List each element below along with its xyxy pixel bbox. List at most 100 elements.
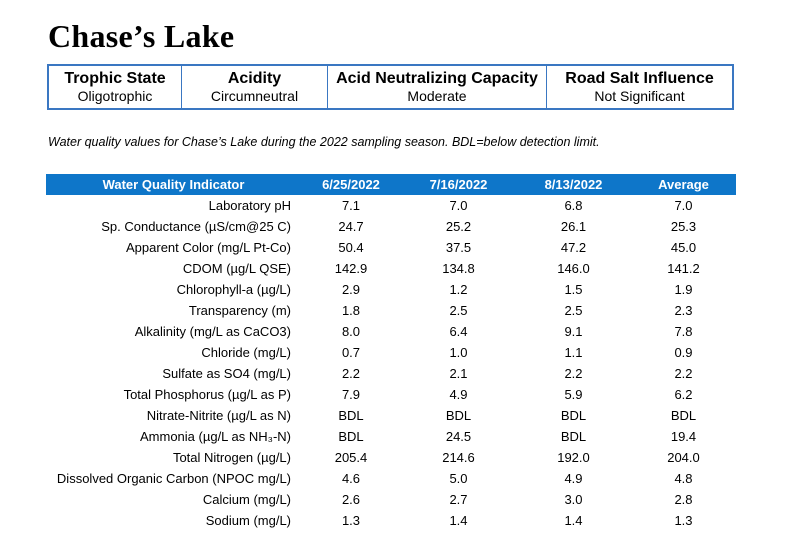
indicator-label: Sp. Conductance (µS/cm@25 C) xyxy=(101,219,291,234)
table-cell: 7.1 xyxy=(341,198,361,213)
table-cell: 134.8 xyxy=(442,261,475,276)
table-row: CDOM (µg/L QSE) 142.9 134.8 146.0 141.2 xyxy=(46,258,736,279)
table-cell: 2.9 xyxy=(341,282,361,297)
indicator-label: Transparency (m) xyxy=(188,303,291,318)
summary-acid-neutralizing-capacity: Acid Neutralizing Capacity Moderate xyxy=(328,66,547,108)
table-cell: 7.0 xyxy=(449,198,468,213)
table-cell: 50.4 xyxy=(338,240,364,255)
summary-acidity: Acidity Circumneutral xyxy=(182,66,328,108)
table-row: Total Phosphorus (µg/L as P) 7.9 4.9 5.9 6.2 xyxy=(46,384,736,405)
table-cell: 1.4 xyxy=(449,513,468,528)
indicator-label: Calcium (mg/L) xyxy=(202,492,291,507)
table-cell: 4.9 xyxy=(449,387,468,402)
table-cell: 1.0 xyxy=(449,345,468,360)
table-cell: 3.0 xyxy=(564,492,583,507)
table-cell: 26.1 xyxy=(560,219,587,234)
indicator-label: Chloride (mg/L) xyxy=(201,345,291,360)
table-cell: 1.3 xyxy=(674,513,693,528)
column-header: Water Quality Indicator xyxy=(46,174,301,195)
indicator-label: Total Nitrogen (µg/L) xyxy=(172,450,291,465)
indicator-label: Sulfate as SO4 (mg/L) xyxy=(162,366,291,381)
table-cell: 205.4 xyxy=(334,450,368,465)
table-row: Dissolved Organic Carbon (NPOC mg/L) 4.6 5… xyxy=(46,468,736,489)
table-row: Alkalinity (mg/L as CaCO3) 8.0 6.4 9.1 7.8 xyxy=(46,321,736,342)
table-cell: 47.2 xyxy=(560,240,587,255)
table-cell: 6.8 xyxy=(564,198,583,213)
indicator-label: Ammonia (µg/L as NH₃-N) xyxy=(140,429,291,444)
table-cell: 5.0 xyxy=(449,471,468,486)
table-cell: 1.2 xyxy=(449,282,468,297)
table-cell: 24.7 xyxy=(338,219,364,234)
table-cell: 8.0 xyxy=(341,324,361,339)
table-body: Laboratory pH 7.1 7.0 6.8 7.0 Sp. Conductance… xyxy=(46,195,736,531)
table-cell: BDL xyxy=(338,408,364,423)
table-cell: 7.8 xyxy=(674,324,693,339)
table-cell: 4.6 xyxy=(341,471,361,486)
table-cell: 1.4 xyxy=(564,513,583,528)
table-cell: BDL xyxy=(560,408,587,423)
table-cell: 7.0 xyxy=(674,198,693,213)
table-row: Calcium (mg/L) 2.6 2.7 3.0 2.8 xyxy=(46,489,736,510)
table-row: Sodium (mg/L) 1.3 1.4 1.4 1.3 xyxy=(46,510,736,531)
table-cell: 45.0 xyxy=(670,240,697,255)
summary-label: Road Salt Influence xyxy=(565,70,714,87)
lake-summary-box: Trophic State Oligotrophic Acidity Circu… xyxy=(47,64,734,110)
table-cell: 25.2 xyxy=(445,219,472,234)
summary-label: Acid Neutralizing Capacity xyxy=(336,70,538,87)
table-cell: 4.9 xyxy=(564,471,583,486)
table-row: Sp. Conductance (µS/cm@25 C) 24.7 25.2 26.1… xyxy=(46,216,736,237)
table-cell: 204.0 xyxy=(667,450,700,465)
table-cell: 2.5 xyxy=(564,303,583,318)
table-cell: 37.5 xyxy=(445,240,472,255)
table-row: Total Nitrogen (µg/L) 205.4 214.6 192.0 204.… xyxy=(46,447,736,468)
table-cell: BDL xyxy=(338,429,364,444)
table-cell: 7.9 xyxy=(341,387,361,402)
indicator-label: Apparent Color (mg/L Pt-Co) xyxy=(126,240,291,255)
table-cell: 2.1 xyxy=(449,366,468,381)
table-row: Sulfate as SO4 (mg/L) 2.2 2.1 2.2 2.2 xyxy=(46,363,736,384)
table-cell: 2.2 xyxy=(564,366,583,381)
summary-value: Circumneutral xyxy=(210,88,299,104)
table-cell: 2.8 xyxy=(674,492,693,507)
table-cell: 25.3 xyxy=(670,219,697,234)
table-cell: 19.4 xyxy=(670,429,697,444)
indicator-label: Dissolved Organic Carbon (NPOC mg/L) xyxy=(56,471,291,486)
table-row: Chlorophyll-a (µg/L) 2.9 1.2 1.5 1.9 xyxy=(46,279,736,300)
table-cell: 4.8 xyxy=(674,471,693,486)
summary-road-salt-influence: Road Salt Influence Not Significant xyxy=(547,66,732,108)
table-row: Transparency (m) 1.8 2.5 2.5 2.3 xyxy=(46,300,736,321)
table-cell: 0.9 xyxy=(674,345,693,360)
indicator-label: Laboratory pH xyxy=(208,198,291,213)
table-cell: 1.1 xyxy=(564,345,583,360)
column-header: 8/13/2022 xyxy=(516,174,631,195)
table-header-row: Water Quality Indicator 6/25/2022 7/16/2… xyxy=(46,174,736,195)
table-cell: 2.5 xyxy=(449,303,468,318)
indicator-label: Alkalinity (mg/L as CaCO3) xyxy=(134,324,291,339)
table-cell: BDL xyxy=(670,408,697,423)
table-cell: 2.6 xyxy=(341,492,361,507)
summary-value: Oligotrophic xyxy=(77,88,153,104)
table-cell: 6.2 xyxy=(674,387,693,402)
summary-value: Not Significant xyxy=(594,88,685,104)
summary-value: Moderate xyxy=(407,88,467,104)
table-cell: 142.9 xyxy=(334,261,368,276)
table-cell: BDL xyxy=(560,429,587,444)
table-cell: 9.1 xyxy=(564,324,583,339)
table-row: Laboratory pH 7.1 7.0 6.8 7.0 xyxy=(46,195,736,216)
table-row: Nitrate-Nitrite (µg/L as N) BDL BDL BDL BDL xyxy=(46,405,736,426)
table-cell: 0.7 xyxy=(341,345,361,360)
column-header: 7/16/2022 xyxy=(401,174,516,195)
table-cell: 2.3 xyxy=(674,303,693,318)
table-cell: 1.8 xyxy=(341,303,361,318)
table-cell: 5.9 xyxy=(564,387,583,402)
table-cell: 1.9 xyxy=(674,282,693,297)
indicator-label: Sodium (mg/L) xyxy=(205,513,291,528)
table-cell: 6.4 xyxy=(449,324,468,339)
indicator-label: Chlorophyll-a (µg/L) xyxy=(176,282,291,297)
table-cell: 2.7 xyxy=(449,492,468,507)
table-row: Ammonia (µg/L as NH₃-N) BDL 24.5 BDL 19.4 xyxy=(46,426,736,447)
water-quality-table: Water Quality Indicator 6/25/2022 7/16/2… xyxy=(46,174,736,531)
column-header: 6/25/2022 xyxy=(301,174,401,195)
table-row: Chloride (mg/L) 0.7 1.0 1.1 0.9 xyxy=(46,342,736,363)
table-cell: 146.0 xyxy=(557,261,590,276)
